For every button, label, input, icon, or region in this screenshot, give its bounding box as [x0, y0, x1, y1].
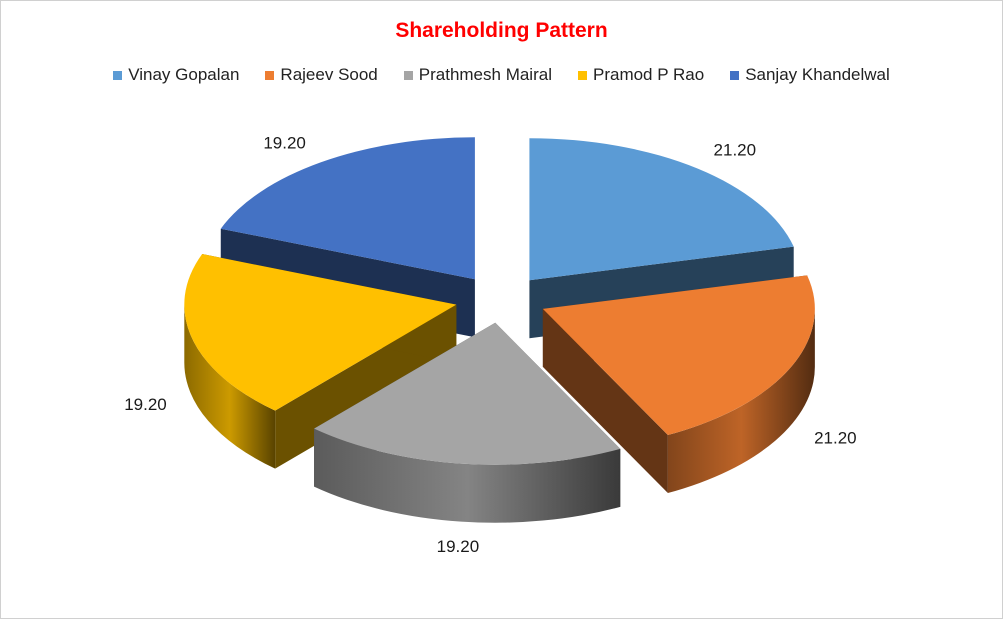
legend-label: Sanjay Khandelwal	[745, 65, 890, 84]
data-label-sanjay-khandelwal: 19.20	[263, 134, 306, 153]
legend-swatch	[265, 70, 275, 80]
legend: Vinay Gopalan Rajeev Sood Prathmesh Mairal…	[1, 65, 1002, 85]
slice-top	[529, 138, 794, 281]
data-label-prathmesh-mairal: 19.20	[437, 537, 480, 556]
legend-item-vinay-gopalan: Vinay Gopalan	[113, 65, 239, 85]
data-label-pramod-p-rao: 19.20	[124, 395, 167, 414]
slice-top	[184, 254, 457, 411]
slice-wall	[542, 308, 668, 494]
slice-top	[220, 137, 475, 280]
legend-item-prathmesh-mairal: Prathmesh Mairal	[403, 65, 552, 85]
legend-swatch	[730, 70, 740, 80]
legend-item-pramod-p-rao: Pramod P Rao	[577, 65, 705, 85]
data-label-rajeev-sood: 21.20	[814, 428, 857, 447]
pie-slice-rajeev-sood	[542, 275, 815, 494]
legend-item-rajeev-sood: Rajeev Sood	[265, 65, 378, 85]
slice-top	[542, 275, 815, 436]
legend-label: Prathmesh Mairal	[418, 65, 552, 84]
legend-swatch	[403, 70, 413, 80]
legend-label: Pramod P Rao	[592, 65, 705, 84]
pie-slice-prathmesh-mairal	[314, 322, 621, 523]
legend-label: Rajeev Sood	[280, 65, 378, 84]
legend-label: Vinay Gopalan	[128, 65, 240, 84]
slice-top	[314, 322, 621, 465]
slice-side	[667, 308, 815, 494]
slice-side	[314, 428, 621, 523]
legend-swatch	[577, 70, 587, 80]
slice-side	[184, 304, 276, 469]
chart-title: Shareholding Pattern	[395, 19, 608, 42]
legend-swatch	[113, 70, 123, 80]
data-label-vinay-gopalan: 21.20	[714, 141, 757, 160]
legend-item-sanjay-khandelwal: Sanjay Khandelwal	[730, 65, 890, 85]
